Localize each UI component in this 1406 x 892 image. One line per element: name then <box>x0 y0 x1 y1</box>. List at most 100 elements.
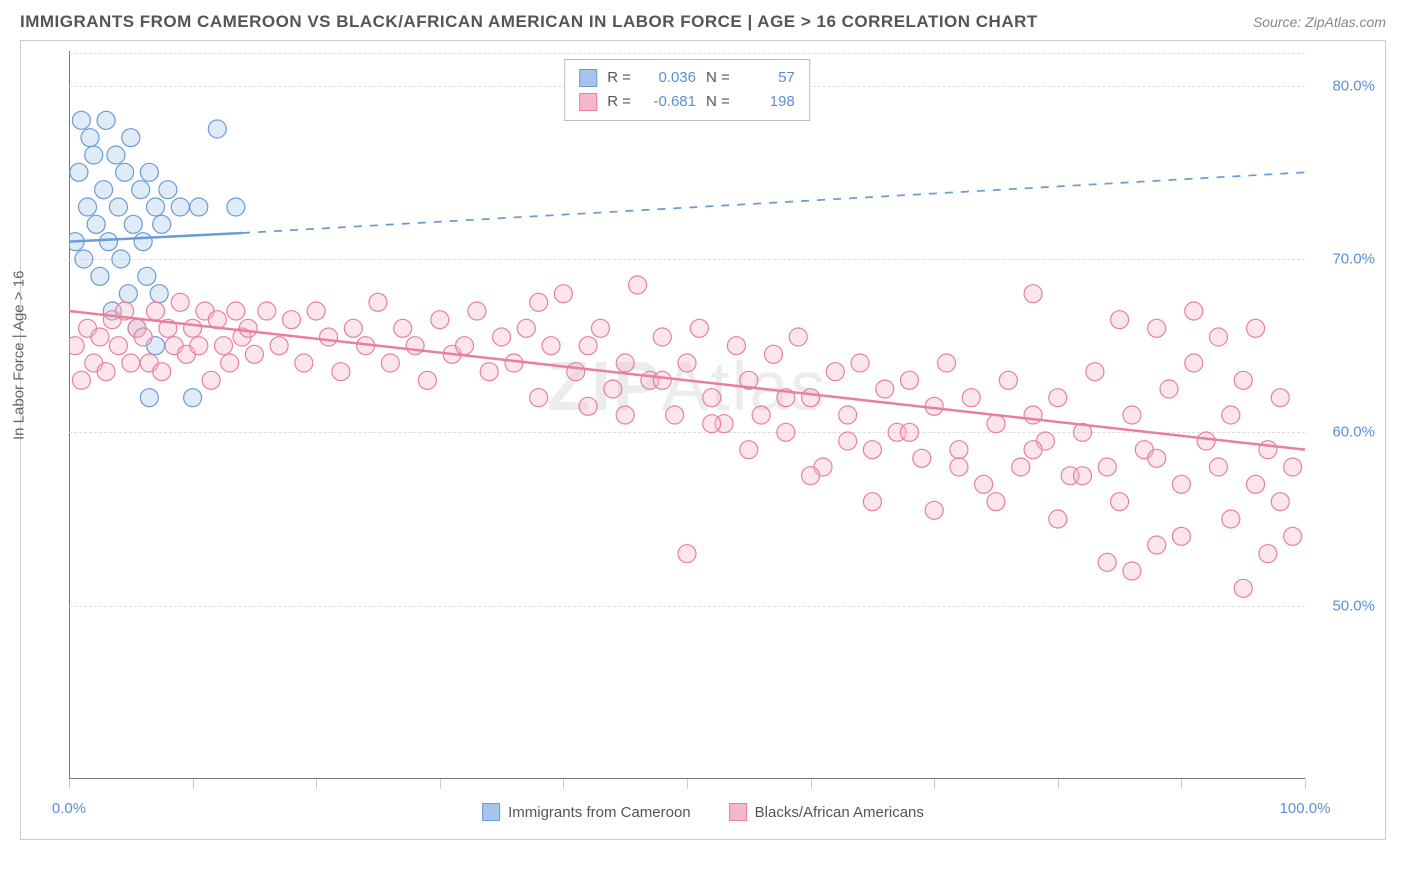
regression-line <box>69 233 242 242</box>
y-tick-label: 70.0% <box>1332 251 1375 268</box>
data-point <box>1049 510 1067 528</box>
n-label: N = <box>706 90 730 114</box>
data-point <box>591 319 609 337</box>
data-point <box>1024 441 1042 459</box>
data-point <box>431 311 449 329</box>
data-point <box>258 302 276 320</box>
data-point <box>962 389 980 407</box>
chart-container: In Labor Force | Age > 16 ZIPAtlas R = 0… <box>20 40 1386 840</box>
data-point <box>777 423 795 441</box>
legend-row-series-0: R = 0.036 N = 57 <box>579 66 795 90</box>
regression-line <box>69 311 1305 450</box>
x-tick-label: 100.0% <box>1280 800 1331 817</box>
data-point <box>629 276 647 294</box>
data-point <box>138 267 156 285</box>
data-point <box>703 415 721 433</box>
data-point <box>1284 458 1302 476</box>
series-0-name: Immigrants from Cameroon <box>508 804 691 821</box>
data-point <box>1271 389 1289 407</box>
data-point <box>493 328 511 346</box>
data-point <box>369 293 387 311</box>
n-value-0: 57 <box>740 66 795 90</box>
data-point <box>95 181 113 199</box>
data-point <box>900 423 918 441</box>
r-label: R = <box>607 66 631 90</box>
data-point <box>109 198 127 216</box>
swatch-series-0-b <box>482 803 500 821</box>
data-point <box>1111 311 1129 329</box>
data-point <box>826 363 844 381</box>
data-point <box>227 198 245 216</box>
data-point <box>604 380 622 398</box>
r-value-1: -0.681 <box>641 90 696 114</box>
data-point <box>1098 458 1116 476</box>
data-point <box>839 432 857 450</box>
data-point <box>765 345 783 363</box>
data-point <box>147 302 165 320</box>
data-point <box>381 354 399 372</box>
scatter-svg <box>69 51 1305 779</box>
data-point <box>245 345 263 363</box>
data-point <box>171 198 189 216</box>
data-point <box>107 146 125 164</box>
data-point <box>863 493 881 511</box>
data-point <box>950 458 968 476</box>
x-tick <box>1181 779 1182 789</box>
data-point <box>1234 371 1252 389</box>
y-tick-label: 50.0% <box>1332 597 1375 614</box>
r-value-0: 0.036 <box>641 66 696 90</box>
data-point <box>690 319 708 337</box>
data-point <box>480 363 498 381</box>
data-point <box>1024 285 1042 303</box>
data-point <box>987 415 1005 433</box>
data-point <box>221 354 239 372</box>
data-point <box>100 233 118 251</box>
correlation-legend: R = 0.036 N = 57 R = -0.681 N = 198 <box>564 59 810 121</box>
data-point <box>938 354 956 372</box>
y-tick-label: 80.0% <box>1332 77 1375 94</box>
data-point <box>950 441 968 459</box>
data-point <box>1259 441 1277 459</box>
data-point <box>344 319 362 337</box>
data-point <box>132 181 150 199</box>
data-point <box>153 363 171 381</box>
data-point <box>703 389 721 407</box>
data-point <box>1172 527 1190 545</box>
data-point <box>140 163 158 181</box>
data-point <box>124 215 142 233</box>
series-legend: Immigrants from Cameroon Blacks/African … <box>482 803 924 821</box>
legend-item-1: Blacks/African Americans <box>729 803 924 821</box>
data-point <box>227 302 245 320</box>
x-tick-label: 0.0% <box>52 800 86 817</box>
data-point <box>153 215 171 233</box>
y-axis-label: In Labor Force | Age > 16 <box>11 271 28 440</box>
data-point <box>1160 380 1178 398</box>
data-point <box>900 371 918 389</box>
data-point <box>740 441 758 459</box>
x-tick <box>440 779 441 789</box>
data-point <box>851 354 869 372</box>
data-point <box>418 371 436 389</box>
swatch-series-1 <box>579 93 597 111</box>
data-point <box>1086 363 1104 381</box>
data-point <box>530 293 548 311</box>
x-tick <box>687 779 688 789</box>
swatch-series-1-b <box>729 803 747 821</box>
data-point <box>999 371 1017 389</box>
data-point <box>678 354 696 372</box>
data-point <box>140 389 158 407</box>
x-tick <box>193 779 194 789</box>
data-point <box>75 250 93 268</box>
data-point <box>150 285 168 303</box>
data-point <box>190 198 208 216</box>
data-point <box>159 181 177 199</box>
data-point <box>97 111 115 129</box>
data-point <box>134 233 152 251</box>
swatch-series-0 <box>579 69 597 87</box>
data-point <box>190 337 208 355</box>
data-point <box>97 363 115 381</box>
data-point <box>134 328 152 346</box>
data-point <box>1123 562 1141 580</box>
data-point <box>79 198 97 216</box>
data-point <box>1209 458 1227 476</box>
